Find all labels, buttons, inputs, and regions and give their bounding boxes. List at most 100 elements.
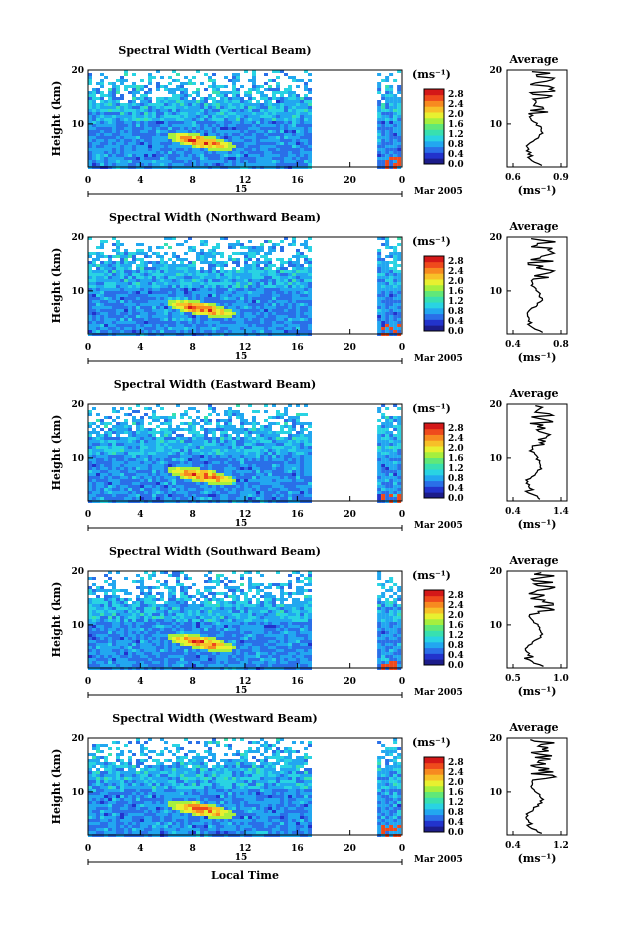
heatmap-cell — [152, 497, 156, 500]
heatmap-cell — [156, 97, 160, 100]
heatmap-cell — [272, 443, 276, 446]
heatmap-cell — [268, 479, 272, 482]
heatmap-cell — [272, 488, 276, 491]
heatmap-cell — [300, 282, 304, 285]
heatmap-cell — [385, 246, 390, 249]
heatmap-cell — [240, 127, 244, 130]
heatmap-cell — [180, 485, 184, 488]
heatmap-cell — [100, 276, 104, 279]
heatmap-cell — [377, 157, 382, 160]
heatmap-cell — [144, 306, 148, 309]
heatmap-cell — [152, 410, 156, 413]
heatmap-cell — [108, 318, 112, 321]
heatmap-cell — [156, 133, 160, 136]
heatmap-cell — [393, 279, 398, 282]
heatmap-cell — [393, 151, 398, 154]
heatmap-cell — [228, 100, 232, 103]
heatmap-cell — [381, 139, 386, 142]
heatmap-cell — [268, 79, 272, 82]
heatmap-cell — [385, 324, 390, 327]
heatmap-cell — [88, 133, 92, 136]
heatmap-cell — [160, 115, 164, 118]
heatmap-cell — [172, 148, 176, 151]
heatmap-cell — [96, 160, 100, 163]
heatmap-cell — [276, 303, 280, 306]
heatmap-cell — [393, 121, 398, 124]
heatmap-cell — [180, 142, 184, 145]
heatmap-cell — [272, 273, 276, 276]
heatmap-cell — [180, 267, 184, 270]
heatmap-cell — [260, 461, 264, 464]
colorbar-swatch — [424, 129, 444, 136]
heatmap-cell — [100, 306, 104, 309]
heatmap-cell — [288, 303, 292, 306]
heatmap-cell — [168, 276, 172, 279]
heatmap-cell — [244, 285, 248, 288]
heatmap-cell — [268, 252, 272, 255]
heatmap-cell — [92, 476, 96, 479]
heatmap-cell — [389, 154, 394, 157]
heatmap-cell — [216, 100, 220, 103]
heatmap-cell — [180, 100, 184, 103]
heatmap-cell — [385, 139, 390, 142]
heatmap-cell — [304, 306, 308, 309]
heatmap-cell — [100, 315, 104, 318]
heatmap-cell — [260, 118, 264, 121]
heatmap-cell — [244, 279, 248, 282]
heatmap-cell — [152, 482, 156, 485]
heatmap-cell — [280, 425, 284, 428]
heatmap-cell — [397, 118, 402, 121]
heatmap-cell — [168, 282, 172, 285]
heatmap-cell — [88, 252, 92, 255]
heatmap-cell — [180, 440, 184, 443]
heatmap-cell — [124, 440, 128, 443]
heatmap-cell — [220, 330, 224, 333]
heatmap-cell — [100, 428, 104, 431]
heatmap-cell — [188, 458, 192, 461]
heatmap-cell — [240, 416, 244, 419]
heatmap-cell — [288, 142, 292, 145]
heatmap-cell — [156, 416, 160, 419]
heatmap-cell — [132, 100, 136, 103]
heatmap-cell — [268, 416, 272, 419]
heatmap-cell — [100, 91, 104, 94]
heatmap-cell — [228, 422, 232, 425]
heatmap-cell — [385, 312, 390, 315]
heatmap-cell — [184, 476, 188, 479]
heatmap-cell — [397, 115, 402, 118]
heatmap-cell — [180, 273, 184, 276]
heatmap-cell — [196, 160, 200, 163]
heatmap-cell — [128, 482, 132, 485]
heatmap-cell — [292, 160, 296, 163]
heatmap-cell — [88, 315, 92, 318]
heatmap-cell — [381, 145, 386, 148]
heatmap-cell — [92, 291, 96, 294]
heatmap-cell — [116, 151, 120, 154]
heatmap-cell — [92, 473, 96, 476]
heatmap-cell — [132, 297, 136, 300]
heatmap-cell — [180, 91, 184, 94]
heatmap-cell — [296, 163, 300, 166]
heatmap-cell — [156, 330, 160, 333]
heatmap-cell — [196, 121, 200, 124]
heatmap-cell — [116, 461, 120, 464]
heatmap-cell — [128, 106, 132, 109]
heatmap-cell — [104, 106, 108, 109]
heatmap-cell — [172, 267, 176, 270]
heatmap-cell — [112, 461, 116, 464]
heatmap-cell — [196, 139, 200, 142]
heatmap-cell — [92, 264, 96, 267]
heatmap-cell — [164, 264, 168, 267]
heatmap-cell — [192, 315, 196, 318]
heatmap-cell — [132, 437, 136, 440]
heatmap-cell — [204, 252, 208, 255]
heatmap-cell — [268, 163, 272, 166]
heatmap-cell — [100, 261, 104, 264]
heatmap-cell — [304, 145, 308, 148]
heatmap-cell — [240, 473, 244, 476]
heatmap-cell — [180, 330, 184, 333]
heatmap-cell — [144, 437, 148, 440]
heatmap-cell — [264, 404, 268, 407]
heatmap-cell — [276, 494, 280, 497]
heatmap-cell — [304, 157, 308, 160]
